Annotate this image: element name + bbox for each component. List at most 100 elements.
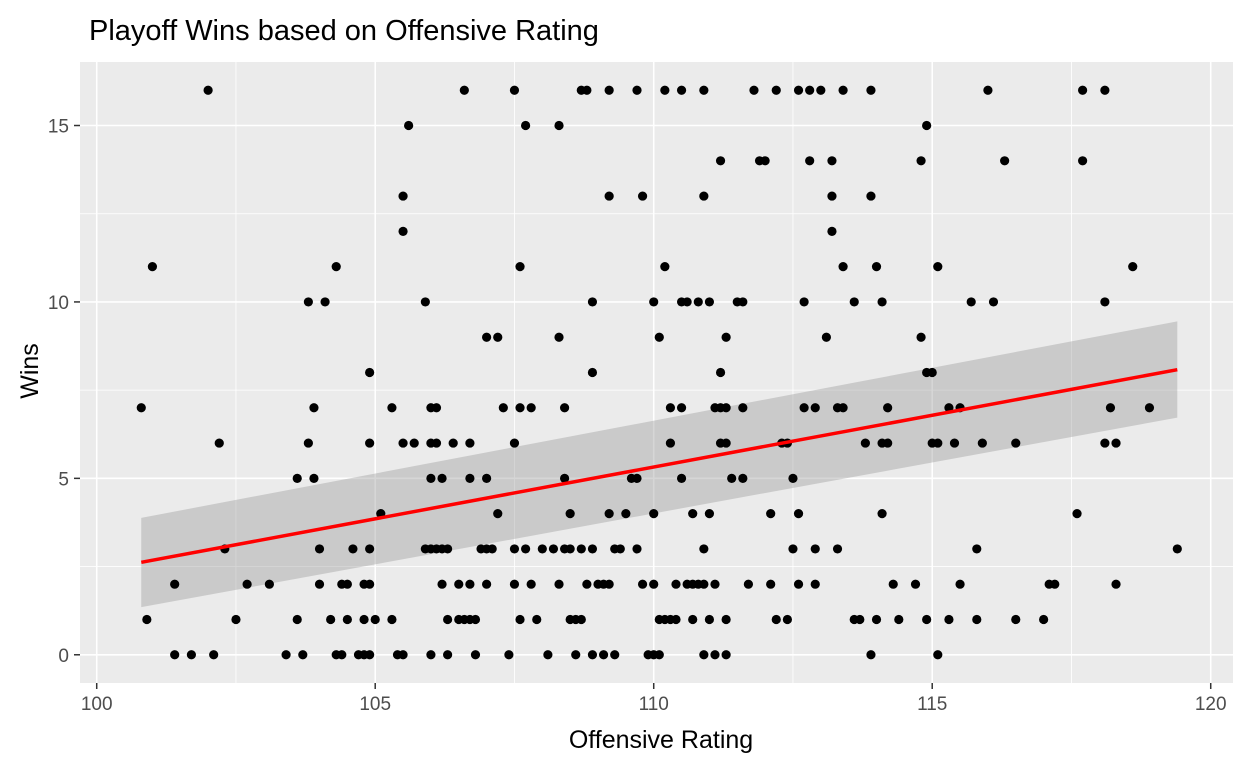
data-point [1144, 403, 1155, 413]
data-point [660, 262, 670, 272]
data-point [443, 650, 453, 660]
data-point [487, 544, 497, 554]
data-point [665, 403, 676, 413]
data-point [326, 614, 336, 625]
data-point [671, 614, 681, 625]
data-point [298, 650, 308, 660]
data-point [632, 473, 642, 483]
data-point [727, 473, 737, 483]
data-point [515, 403, 525, 413]
data-point [342, 614, 352, 625]
data-point [955, 579, 965, 589]
data-point [1078, 156, 1088, 166]
data-point [632, 544, 642, 554]
data-point [649, 579, 659, 589]
data-point [676, 85, 687, 95]
data-point [693, 297, 703, 307]
data-point [465, 579, 475, 589]
data-point [721, 438, 731, 448]
data-point [470, 614, 481, 625]
data-point [482, 473, 492, 483]
data-point [582, 579, 592, 589]
data-point [1050, 579, 1060, 589]
data-point [521, 544, 531, 554]
data-point [838, 403, 848, 413]
data-point [576, 614, 586, 625]
data-point [816, 85, 826, 95]
data-point [922, 120, 932, 131]
data-point [292, 614, 302, 625]
data-point [699, 85, 709, 95]
data-point [576, 544, 586, 554]
data-point [721, 614, 731, 625]
data-point [170, 650, 180, 660]
data-point [871, 262, 882, 272]
data-point [203, 85, 213, 95]
data-point [370, 614, 380, 625]
y-tick-label: 0 [58, 646, 69, 667]
data-point [509, 438, 520, 448]
data-point [1011, 438, 1021, 448]
data-point [521, 120, 531, 131]
data-point [704, 614, 715, 625]
data-point [1011, 614, 1021, 625]
data-point [498, 403, 508, 413]
data-point [548, 544, 559, 554]
data-point [398, 438, 408, 448]
data-point [699, 650, 709, 660]
data-point [448, 438, 458, 448]
data-point [1100, 297, 1110, 307]
data-point [309, 473, 319, 483]
data-point [888, 579, 898, 589]
data-point [805, 156, 815, 166]
data-point [654, 650, 664, 660]
data-point [676, 403, 687, 413]
data-point [504, 650, 514, 660]
data-point [470, 650, 481, 660]
data-point [264, 579, 274, 589]
data-point [871, 614, 882, 625]
data-point [365, 544, 375, 554]
data-point [949, 438, 960, 448]
plot-panel [80, 62, 1233, 683]
data-point [799, 297, 809, 307]
data-point [838, 262, 848, 272]
data-point [515, 262, 525, 272]
x-tick-label: 105 [359, 694, 391, 715]
data-point [821, 332, 831, 342]
data-point [242, 579, 252, 589]
data-point [387, 614, 397, 625]
data-point [933, 438, 943, 448]
data-point [944, 614, 954, 625]
data-point [559, 403, 570, 413]
data-point [526, 403, 536, 413]
data-point [554, 332, 564, 342]
data-point [738, 473, 748, 483]
data-point [933, 262, 943, 272]
data-point [688, 509, 698, 519]
data-point [721, 403, 731, 413]
data-point [465, 473, 475, 483]
data-point [877, 509, 887, 519]
data-point [766, 509, 776, 519]
data-point [398, 226, 408, 236]
data-point [604, 85, 614, 95]
data-point [721, 650, 731, 660]
data-point [922, 614, 932, 625]
data-point [743, 579, 754, 589]
data-point [604, 579, 614, 589]
regression-line-layer [140, 367, 1178, 565]
data-point [604, 191, 614, 201]
data-point [459, 85, 469, 95]
data-point [793, 85, 804, 95]
data-point [214, 438, 224, 448]
data-point [292, 473, 302, 483]
data-point [587, 367, 598, 378]
data-point [431, 403, 442, 413]
data-point [810, 579, 820, 589]
data-points [136, 85, 1182, 660]
data-point [465, 438, 475, 448]
data-point [972, 544, 982, 554]
data-point [1072, 509, 1082, 519]
